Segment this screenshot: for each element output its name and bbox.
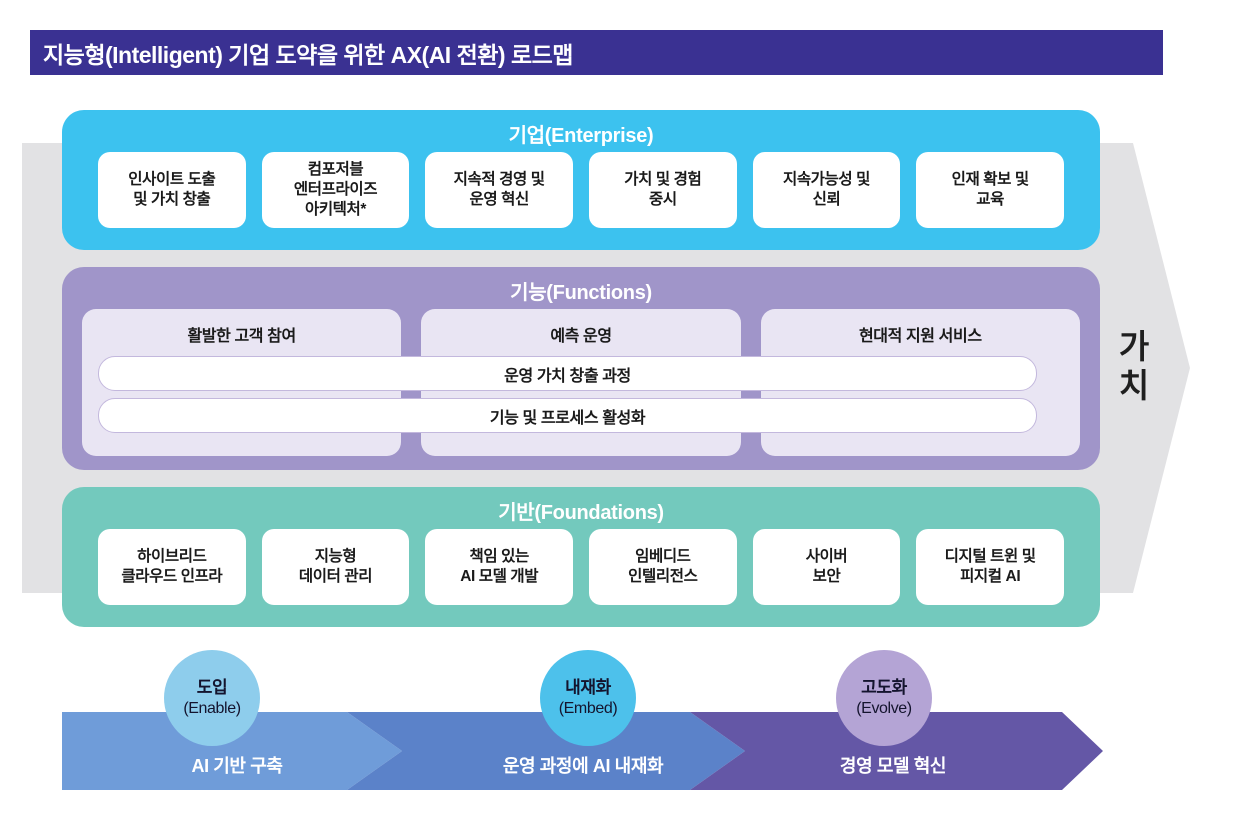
enterprise-cards: 인사이트 도출 및 가치 창출 컴포저블 엔터프라이즈 아키텍처* 지속적 경영… (98, 152, 1064, 228)
functions-column-label: 현대적 지원 서비스 (858, 328, 982, 345)
enterprise-card: 지속가능성 및 신뢰 (752, 152, 901, 228)
functions-bar-process-activation: 기능 및 프로세스 활성화 (98, 398, 1037, 433)
functions-column-label: 활발한 고객 참여 (187, 328, 296, 345)
phase-band-label: 경영 모델 혁신 (839, 756, 947, 776)
page-title: 지능형(Intelligent) 기업 도약을 위한 AX(AI 전환) 로드맵 (43, 41, 573, 68)
foundations-card: 임베디드 인텔리전스 (589, 529, 737, 605)
foundations-cards: 하이브리드 클라우드 인프라 지능형 데이터 관리 책임 있는 AI 모델 개발… (98, 529, 1064, 605)
functions-layer: 기능(Functions) 활발한 고객 참여 예측 운영 현대적 지원 서비스… (62, 267, 1100, 470)
value-label: 가 치 (1118, 328, 1150, 404)
enterprise-layer: 기업(Enterprise) 인사이트 도출 및 가치 창출 컴포저블 엔터프라… (62, 110, 1100, 250)
enterprise-card: 지속적 경영 및 운영 혁신 (425, 152, 573, 228)
phase-circle-label-ko: 내재화 (565, 678, 611, 698)
phase-circle-embed: 내재화 (Embed) (540, 650, 636, 746)
phase-circle-label-ko: 도입 (196, 678, 228, 698)
phase-band-label: 운영 과정에 AI 내재화 (502, 756, 664, 776)
functions-layer-title: 기능(Functions) (510, 282, 652, 304)
foundations-card: 사이버 보안 (752, 529, 901, 605)
enterprise-card: 컴포저블 엔터프라이즈 아키텍처* (261, 152, 410, 228)
foundations-layer-title: 기반(Foundations) (498, 502, 664, 524)
phase-circle-label-en: (Enable) (183, 699, 241, 717)
foundations-card: 책임 있는 AI 모델 개발 (425, 529, 573, 605)
phase-circle-label-ko: 고도화 (861, 678, 907, 698)
functions-bar-value-creation: 운영 가치 창출 과정 (98, 356, 1037, 391)
foundations-card: 하이브리드 클라우드 인프라 (98, 529, 246, 605)
phase-circle-evolve: 고도화 (Evolve) (836, 650, 932, 746)
phase-circle-label-en: (Embed) (558, 699, 618, 717)
phase-circle-enable: 도입 (Enable) (164, 650, 260, 746)
phase-arrow-embed (347, 712, 745, 790)
foundations-card: 지능형 데이터 관리 (261, 529, 410, 605)
enterprise-card: 인재 확보 및 교육 (916, 152, 1064, 228)
foundations-card: 디지털 트윈 및 피지컬 AI (916, 529, 1064, 605)
enterprise-card: 가치 및 경험 중시 (589, 152, 737, 228)
enterprise-layer-title: 기업(Enterprise) (508, 125, 654, 147)
phase-circle-label-en: (Evolve) (856, 699, 912, 717)
foundations-layer: 기반(Foundations) 하이브리드 클라우드 인프라 지능형 데이터 관… (62, 487, 1100, 627)
title-bar: 지능형(Intelligent) 기업 도약을 위한 AX(AI 전환) 로드맵 (30, 30, 1163, 75)
enterprise-card: 인사이트 도출 및 가치 창출 (98, 152, 246, 228)
functions-column-label: 예측 운영 (550, 328, 612, 345)
phase-band-label: AI 기반 구축 (191, 756, 283, 776)
